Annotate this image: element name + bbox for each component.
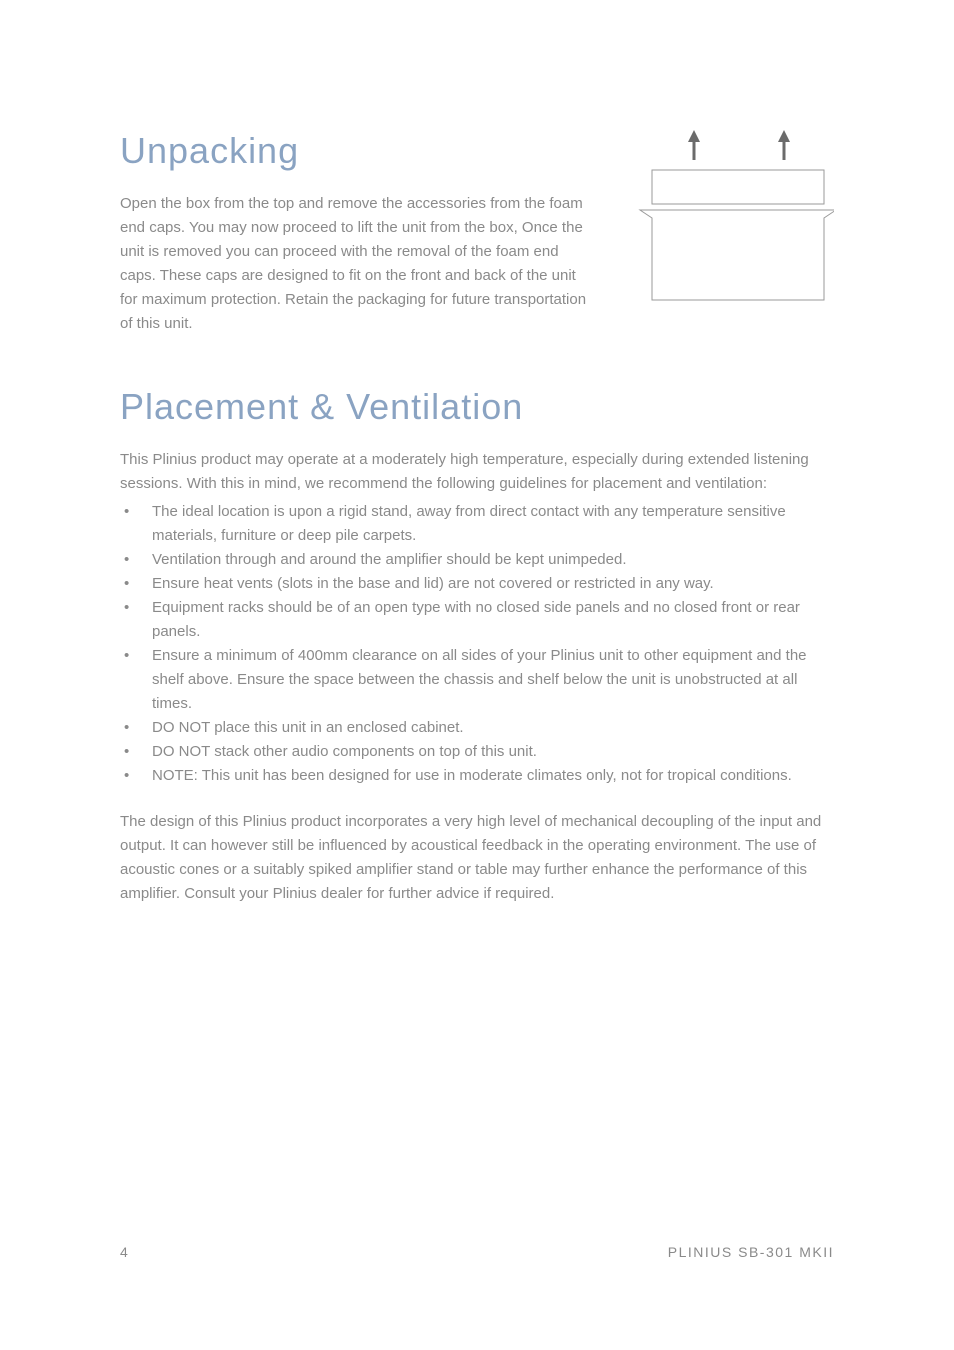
placement-bullet: NOTE: This unit has been designed for us… xyxy=(120,764,834,788)
placement-bullet: DO NOT place this unit in an enclosed ca… xyxy=(120,716,834,740)
unpacking-text: Unpacking Open the box from the top and … xyxy=(120,130,594,336)
unpacking-title: Unpacking xyxy=(120,130,594,172)
product-name: PLINIUS SB-301 MKII xyxy=(668,1244,834,1260)
placement-bullet: Equipment racks should be of an open typ… xyxy=(120,596,834,644)
placement-section: Placement & Ventilation This Plinius pro… xyxy=(120,386,834,906)
placement-bullet: DO NOT stack other audio components on t… xyxy=(120,740,834,764)
placement-bullet: The ideal location is upon a rigid stand… xyxy=(120,500,834,548)
placement-bullet: Ventilation through and around the ampli… xyxy=(120,548,834,572)
unpacking-section: Unpacking Open the box from the top and … xyxy=(120,130,834,336)
box-diagram-icon xyxy=(634,122,834,302)
placement-bullet: Ensure a minimum of 400mm clearance on a… xyxy=(120,644,834,716)
placement-outro: The design of this Plinius product incor… xyxy=(120,810,834,906)
unpacking-diagram xyxy=(634,122,834,307)
placement-intro: This Plinius product may operate at a mo… xyxy=(120,448,834,496)
placement-bullet: Ensure heat vents (slots in the base and… xyxy=(120,572,834,596)
unpacking-body: Open the box from the top and remove the… xyxy=(120,192,594,336)
placement-bullet-list: The ideal location is upon a rigid stand… xyxy=(120,500,834,788)
placement-title: Placement & Ventilation xyxy=(120,386,834,428)
page-number: 4 xyxy=(120,1244,129,1260)
page-footer: 4 PLINIUS SB-301 MKII xyxy=(120,1244,834,1260)
